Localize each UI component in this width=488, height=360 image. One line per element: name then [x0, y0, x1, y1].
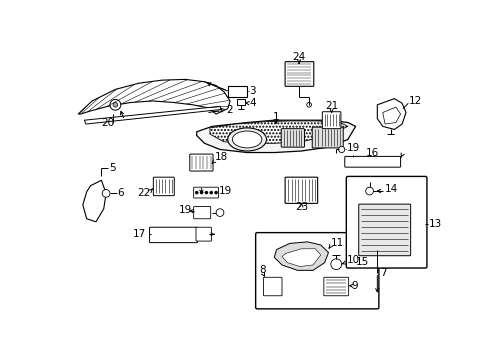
Polygon shape	[227, 86, 246, 97]
Text: 18: 18	[214, 152, 227, 162]
FancyBboxPatch shape	[196, 227, 211, 241]
Text: 21: 21	[325, 101, 338, 111]
Text: 24: 24	[292, 52, 305, 62]
Text: 23: 23	[294, 202, 307, 212]
Circle shape	[204, 191, 207, 194]
Circle shape	[365, 187, 373, 195]
FancyBboxPatch shape	[281, 129, 304, 147]
Circle shape	[338, 147, 344, 153]
Text: 5: 5	[109, 163, 116, 173]
FancyBboxPatch shape	[322, 112, 340, 129]
FancyBboxPatch shape	[285, 62, 313, 86]
Text: 12: 12	[407, 96, 421, 106]
Text: 9: 9	[351, 281, 358, 291]
Text: 11: 11	[330, 238, 344, 248]
Text: 3: 3	[249, 86, 256, 96]
Text: 4: 4	[249, 98, 256, 108]
Polygon shape	[237, 99, 244, 105]
Text: 16: 16	[365, 148, 378, 158]
Polygon shape	[82, 180, 106, 222]
FancyBboxPatch shape	[193, 187, 218, 198]
FancyBboxPatch shape	[153, 177, 174, 195]
Circle shape	[102, 189, 110, 197]
Circle shape	[195, 191, 198, 194]
Text: 2: 2	[226, 105, 232, 115]
Text: 19: 19	[179, 204, 192, 215]
FancyBboxPatch shape	[346, 176, 426, 268]
FancyBboxPatch shape	[285, 177, 317, 203]
Text: 8: 8	[259, 265, 265, 275]
Ellipse shape	[227, 128, 266, 151]
Circle shape	[306, 103, 311, 107]
Polygon shape	[282, 249, 320, 266]
FancyBboxPatch shape	[358, 204, 410, 256]
Text: 19: 19	[218, 186, 231, 196]
Text: 22: 22	[137, 188, 150, 198]
Circle shape	[214, 191, 217, 194]
Text: 13: 13	[428, 219, 442, 229]
FancyBboxPatch shape	[149, 227, 197, 243]
FancyBboxPatch shape	[344, 156, 400, 167]
Polygon shape	[209, 121, 347, 143]
Polygon shape	[274, 242, 328, 270]
Circle shape	[113, 103, 118, 107]
Text: 20: 20	[101, 117, 114, 127]
Text: 15: 15	[355, 257, 368, 267]
Polygon shape	[377, 99, 405, 130]
Circle shape	[216, 209, 224, 216]
Circle shape	[200, 191, 203, 194]
FancyBboxPatch shape	[311, 127, 343, 148]
FancyBboxPatch shape	[323, 277, 348, 296]
Circle shape	[330, 259, 341, 270]
Text: 6: 6	[118, 188, 124, 198]
Text: 19: 19	[346, 143, 359, 153]
Text: 1: 1	[272, 112, 279, 122]
Text: 17: 17	[133, 229, 146, 239]
Ellipse shape	[232, 131, 261, 148]
FancyBboxPatch shape	[263, 277, 282, 296]
FancyBboxPatch shape	[193, 206, 210, 219]
Text: 7: 7	[380, 267, 386, 278]
FancyBboxPatch shape	[189, 154, 213, 171]
Circle shape	[209, 191, 212, 194]
Polygon shape	[84, 106, 221, 124]
FancyBboxPatch shape	[255, 233, 378, 309]
Circle shape	[110, 99, 121, 110]
Text: 14: 14	[384, 184, 398, 194]
Polygon shape	[196, 120, 355, 153]
Text: 10: 10	[346, 255, 359, 265]
Polygon shape	[78, 80, 230, 114]
